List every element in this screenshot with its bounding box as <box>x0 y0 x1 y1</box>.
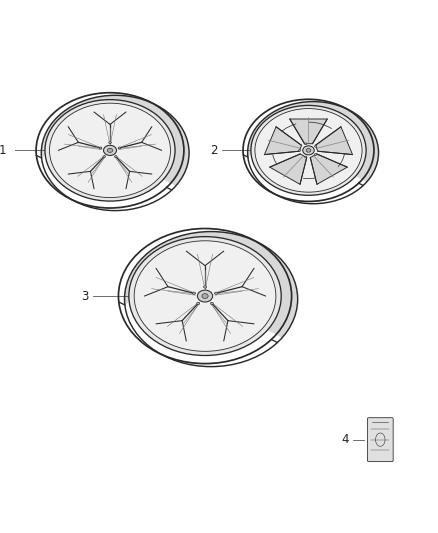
Ellipse shape <box>103 146 117 156</box>
Ellipse shape <box>251 106 366 195</box>
Polygon shape <box>310 154 347 184</box>
Ellipse shape <box>129 237 281 356</box>
Ellipse shape <box>198 290 212 302</box>
Ellipse shape <box>109 142 111 143</box>
Text: 1: 1 <box>0 144 7 157</box>
Ellipse shape <box>314 146 317 147</box>
Polygon shape <box>290 119 327 144</box>
Text: 4: 4 <box>341 433 349 446</box>
Ellipse shape <box>202 294 208 298</box>
Ellipse shape <box>134 241 276 351</box>
Polygon shape <box>247 102 378 182</box>
Polygon shape <box>315 127 353 155</box>
Ellipse shape <box>99 147 102 149</box>
Ellipse shape <box>197 302 200 305</box>
Ellipse shape <box>303 146 314 155</box>
Ellipse shape <box>304 156 307 158</box>
Ellipse shape <box>192 292 195 294</box>
Ellipse shape <box>49 103 170 198</box>
Ellipse shape <box>204 286 207 288</box>
Ellipse shape <box>115 156 117 158</box>
FancyBboxPatch shape <box>367 418 393 462</box>
Ellipse shape <box>103 156 106 158</box>
Ellipse shape <box>314 154 317 155</box>
Text: 2: 2 <box>210 144 218 157</box>
Text: 3: 3 <box>81 289 89 303</box>
Ellipse shape <box>210 302 213 305</box>
Ellipse shape <box>118 147 121 149</box>
Ellipse shape <box>255 109 362 192</box>
Polygon shape <box>41 95 189 186</box>
Polygon shape <box>124 231 298 338</box>
Ellipse shape <box>107 148 113 152</box>
Ellipse shape <box>299 149 301 151</box>
Ellipse shape <box>304 143 307 144</box>
Polygon shape <box>265 127 302 155</box>
Ellipse shape <box>215 292 218 294</box>
Polygon shape <box>270 154 307 184</box>
Ellipse shape <box>306 149 311 152</box>
Ellipse shape <box>45 100 175 201</box>
